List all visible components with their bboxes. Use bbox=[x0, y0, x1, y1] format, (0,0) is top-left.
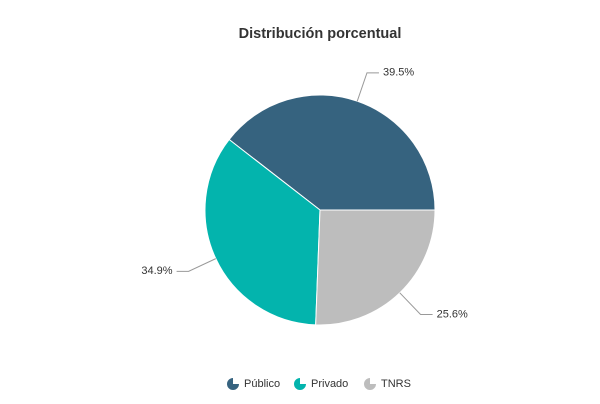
data-label: 39.5% bbox=[383, 67, 414, 79]
label-connector bbox=[176, 258, 217, 272]
data-label: 34.9% bbox=[141, 265, 172, 277]
label-connector bbox=[356, 72, 379, 102]
label-connector bbox=[399, 292, 433, 315]
legend-label[interactable]: Público bbox=[244, 378, 280, 390]
legend-label[interactable]: TNRS bbox=[381, 378, 411, 390]
pie-slice bbox=[315, 209, 436, 326]
data-label: 25.6% bbox=[437, 308, 468, 320]
legend-icon[interactable] bbox=[364, 378, 376, 390]
legend-icon[interactable] bbox=[227, 378, 239, 390]
legend-label[interactable]: Privado bbox=[311, 378, 348, 390]
pie-slice bbox=[204, 138, 321, 326]
pie-slice bbox=[228, 94, 436, 211]
legend-icon[interactable] bbox=[294, 378, 306, 390]
chart-title: Distribución porcentual bbox=[239, 26, 402, 42]
